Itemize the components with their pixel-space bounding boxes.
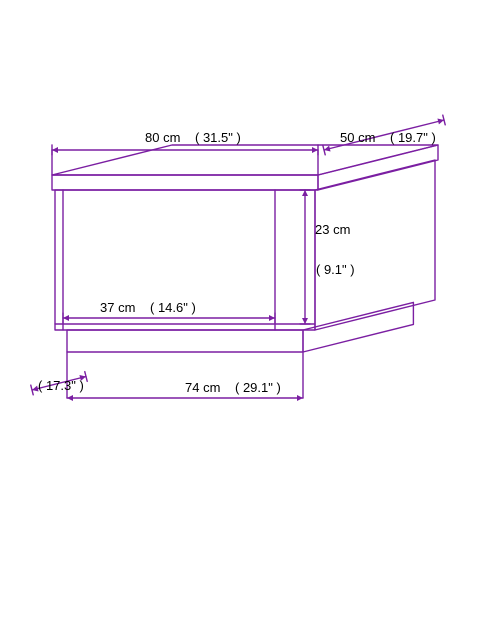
label-base-d-suffix: ( 17.3" )	[38, 378, 84, 393]
label-top-width-in: ( 31.5" )	[195, 130, 241, 145]
dimension-diagram: 80 cm ( 31.5" ) 50 cm ( 19.7" ) 23 cm ( …	[0, 0, 500, 641]
label-inner-h-in: ( 9.1" )	[316, 262, 355, 277]
label-top-depth-in: ( 19.7" )	[390, 130, 436, 145]
label-base-w-in: ( 29.1" )	[235, 380, 281, 395]
label-inner-w-in: ( 14.6" )	[150, 300, 196, 315]
label-inner-w-cm: 37 cm	[100, 300, 135, 315]
drawing-svg	[0, 0, 500, 641]
label-top-depth-cm: 50 cm	[340, 130, 375, 145]
label-top-width-cm: 80 cm	[145, 130, 180, 145]
label-base-w-cm: 74 cm	[185, 380, 220, 395]
label-inner-h-cm: 23 cm	[315, 222, 350, 237]
